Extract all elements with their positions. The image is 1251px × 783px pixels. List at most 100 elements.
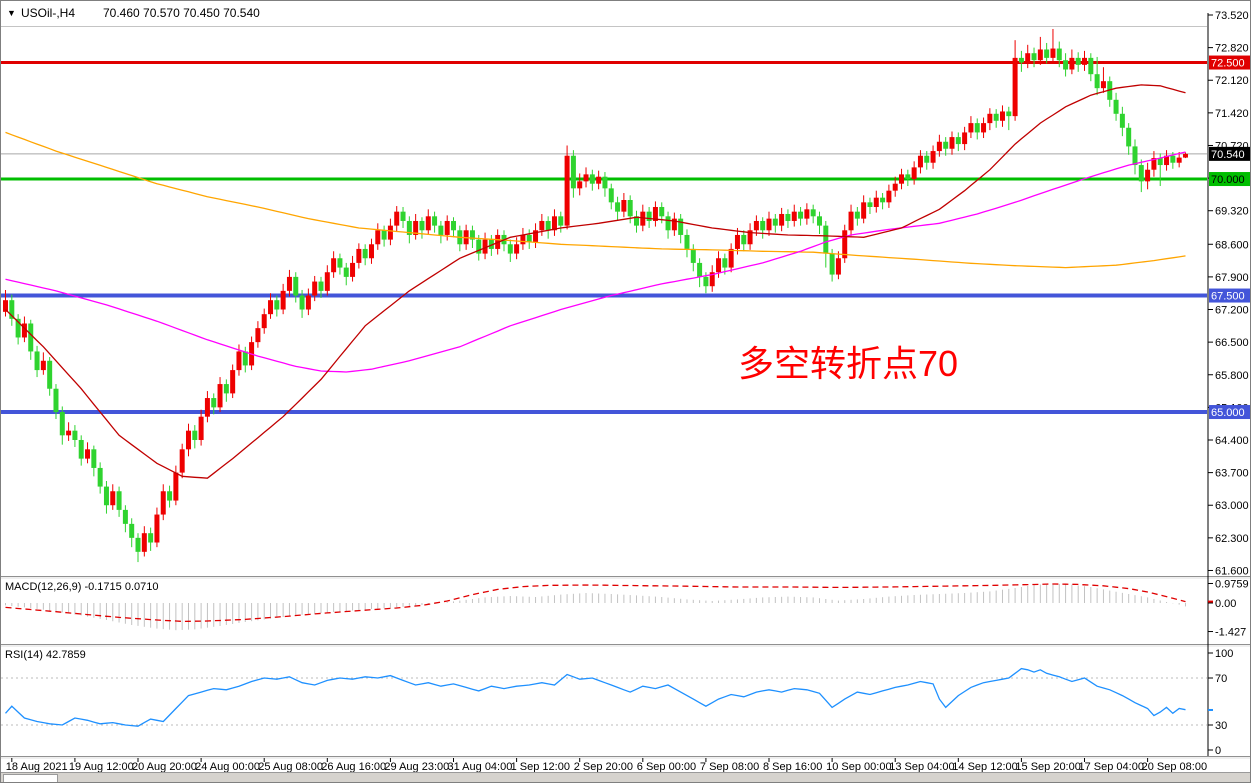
level-price-badge (1209, 55, 1250, 70)
candle (880, 193, 886, 210)
level-price-badge-text: 65.000 (1211, 407, 1245, 419)
candle (1119, 106, 1125, 137)
rsi-panel-splitter[interactable] (1, 644, 1250, 645)
candle (85, 442, 91, 464)
candle (665, 211, 671, 239)
candle (924, 151, 930, 170)
scrollbar-thumb[interactable] (3, 774, 58, 782)
candle (1037, 36, 1043, 65)
candle (949, 131, 955, 155)
candle (798, 206, 804, 226)
candle (678, 213, 684, 244)
candle (772, 213, 778, 233)
current-price-badge-text: 70.540 (1211, 149, 1245, 161)
candle (690, 244, 696, 272)
time-axis-label: 13 Sep 04:00 (889, 761, 954, 773)
time-axis-label: 6 Sep 00:00 (637, 761, 696, 773)
candle (261, 308, 267, 334)
candle (1088, 53, 1094, 82)
price-axis-label: 67.200 (1215, 305, 1249, 317)
time-axis-label: 15 Sep 20:00 (1015, 761, 1080, 773)
candle (968, 116, 974, 139)
candle (671, 212, 677, 236)
candle (432, 211, 438, 233)
candle (905, 169, 911, 187)
candle (413, 213, 419, 240)
price-axis-label: 62.300 (1215, 533, 1249, 545)
macd-panel-splitter (1, 577, 1250, 579)
candle (892, 176, 898, 197)
candle (1164, 150, 1170, 171)
time-axis-label: 31 Aug 04:00 (448, 761, 513, 773)
candle (1012, 40, 1018, 121)
macd-panel-splitter[interactable] (1, 576, 1250, 577)
candle (1094, 56, 1100, 96)
candle (469, 225, 475, 248)
candle (861, 195, 867, 224)
candle (728, 243, 734, 273)
candle (122, 505, 128, 533)
candle (381, 225, 387, 247)
candle (40, 352, 46, 375)
candles-group (3, 28, 1188, 563)
candle (842, 224, 848, 263)
price-axis-label: 66.500 (1215, 337, 1249, 349)
macd-axis-label: -1.427 (1215, 627, 1246, 639)
candle (97, 462, 103, 494)
candle (993, 109, 999, 128)
horizontal-scrollbar[interactable] (1, 772, 1250, 782)
level-price-badge-text: 67.500 (1211, 291, 1245, 303)
candle (116, 486, 122, 517)
time-axis-label: 24 Aug 00:00 (195, 761, 260, 773)
candle (741, 230, 747, 252)
time-axis-label: 2 Sep 20:00 (574, 761, 633, 773)
candle (804, 203, 810, 225)
candle (457, 225, 463, 252)
time-axis-splitter[interactable] (1, 756, 1250, 757)
symbol-period-label: USOil-,H4 (21, 6, 76, 20)
candle (293, 272, 299, 303)
time-axis-label: 26 Aug 16:00 (321, 761, 386, 773)
candle (223, 379, 229, 402)
quote-ohlc: 70.460 70.570 70.450 70.540 (103, 6, 260, 20)
candle (1132, 139, 1138, 175)
macd-indicator-label: MACD(12,26,9) -0.1715 0.0710 (5, 581, 159, 593)
level-price-badge (1209, 172, 1250, 187)
level-price-badge-text: 70.000 (1211, 174, 1245, 186)
candle (962, 126, 968, 151)
candle (1182, 152, 1188, 159)
level-price-badge-text: 72.500 (1211, 58, 1245, 70)
price-axis-label: 71.420 (1215, 108, 1249, 120)
candle (589, 169, 595, 191)
candle (621, 193, 627, 218)
candle (1107, 76, 1113, 107)
candle (596, 170, 602, 190)
price-axis-label: 63.000 (1215, 500, 1249, 512)
candle (230, 364, 236, 399)
candle (438, 220, 444, 244)
price-axis-label: 63.700 (1215, 468, 1249, 480)
candle (91, 445, 97, 477)
rsi-axis-label: 70 (1215, 673, 1227, 685)
candle (1006, 106, 1012, 131)
candle (848, 204, 854, 236)
candle (305, 288, 311, 316)
candle (21, 316, 27, 343)
rsi-axis-label: 100 (1215, 648, 1233, 660)
candle (602, 172, 608, 197)
candle (217, 377, 223, 413)
chevron-down-icon[interactable]: ▼ (7, 8, 16, 18)
candle (1069, 49, 1075, 75)
price-axis-label: 64.400 (1215, 435, 1249, 447)
candle (873, 190, 879, 213)
candle (1044, 42, 1050, 64)
candle (179, 443, 185, 479)
ma-darkred-line (5, 84, 1186, 479)
candle (198, 409, 204, 446)
candle (78, 435, 84, 466)
candle (1031, 47, 1037, 68)
candle (810, 204, 816, 224)
candle (286, 269, 292, 297)
rsi-indicator-label: RSI(14) 42.7859 (5, 649, 86, 661)
